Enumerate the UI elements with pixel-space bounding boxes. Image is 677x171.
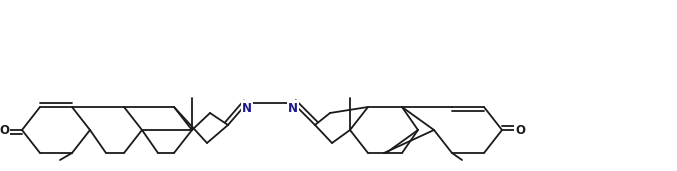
Text: N: N [288,102,298,115]
Text: N: N [242,102,252,115]
Text: O: O [0,123,9,136]
Text: O: O [515,123,525,136]
